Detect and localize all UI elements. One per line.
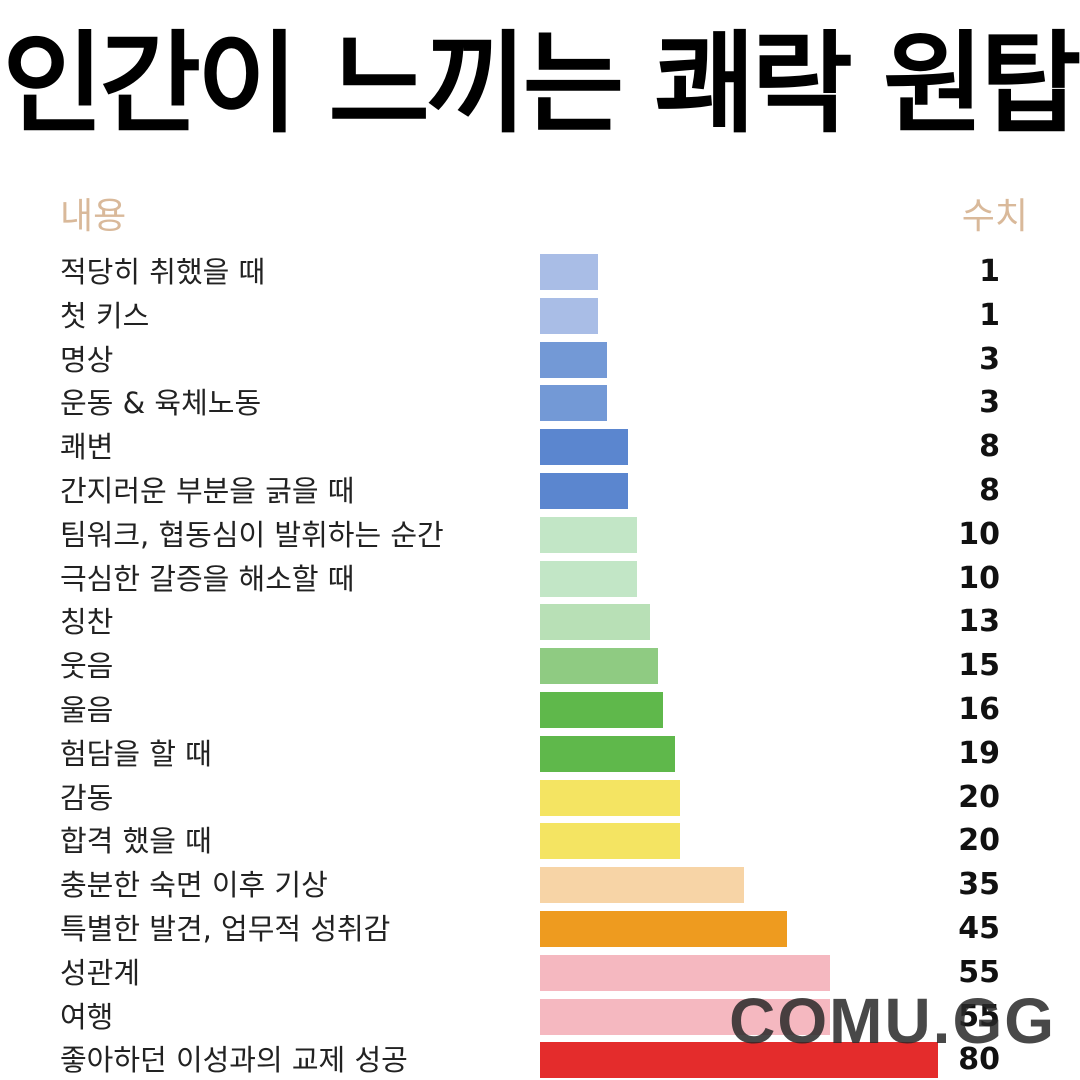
bar-value-label: 1 [979, 254, 1000, 289]
bar-label: 성관계 [60, 955, 141, 990]
bar-value-label: 3 [979, 341, 1000, 377]
bar-value-label: 55 [958, 998, 1000, 1034]
bar [540, 1042, 938, 1079]
bar [540, 648, 659, 685]
bar [540, 429, 629, 466]
bar [540, 867, 745, 904]
bar [540, 823, 680, 860]
bar [540, 254, 598, 290]
bar-label: 여행 [60, 999, 114, 1034]
bar [540, 735, 676, 772]
bar-label: 명상 [60, 342, 114, 377]
bar-label: 감동 [60, 780, 114, 815]
bar-value-label: 3 [979, 385, 1000, 421]
bar-label: 적당히 취했을 때 [60, 255, 266, 289]
watermark-logo: COMU.GG [729, 985, 1056, 1057]
bar [540, 516, 637, 553]
bar [540, 779, 680, 816]
bar [540, 473, 629, 509]
bar [540, 911, 788, 947]
bar-label: 팀워크, 협동심이 발휘하는 순간 [60, 517, 444, 552]
bar-value-label: 8 [979, 473, 1000, 508]
bar-label: 쾌변 [60, 430, 114, 465]
bar-label: 칭찬 [60, 605, 114, 640]
bar-value-label: 20 [958, 779, 1000, 815]
bar-label: 울음 [60, 693, 114, 727]
page-title: 인간이 느끼는 쾌락 원탑 [2, 20, 1080, 148]
bar [540, 560, 637, 597]
bar [540, 341, 607, 378]
bar-label: 충분한 숙면 이후 기상 [60, 868, 328, 903]
bar-label: 간지러운 부분을 긁을 때 [60, 474, 355, 508]
bar-value-label: 10 [958, 560, 1000, 596]
bar-value-label: 16 [958, 692, 1000, 727]
bar-label: 운동 & 육체노동 [60, 386, 262, 421]
bar-value-label: 1 [979, 297, 1000, 333]
bar [540, 954, 831, 991]
bar-value-label: 45 [958, 911, 1000, 946]
bar-label: 첫 키스 [60, 298, 150, 333]
bar [540, 385, 607, 422]
bar-label: 합격 했을 때 [60, 824, 212, 859]
bar [540, 692, 663, 728]
bar-value-label: 35 [958, 867, 1000, 903]
bar [540, 297, 598, 334]
bar-label: 특별한 발견, 업무적 성취감 [60, 912, 391, 946]
bar-label: 좋아하던 이성과의 교제 성공 [60, 1043, 408, 1078]
bar [540, 998, 831, 1035]
bar-label: 웃음 [60, 649, 114, 684]
bar [540, 604, 650, 641]
bar-value-label: 15 [958, 648, 1000, 684]
column-header-value: 수치 [961, 196, 1028, 237]
column-header-content: 내용 [60, 196, 127, 237]
bar-value-label: 10 [958, 516, 1000, 552]
bar-value-label: 13 [958, 604, 1000, 640]
bar-value-label: 55 [958, 954, 1000, 990]
bar-value-label: 8 [979, 429, 1000, 465]
bar-value-label: 19 [958, 735, 1000, 771]
bar-label: 험담을 할 때 [60, 736, 212, 771]
bar-label: 극심한 갈증을 해소할 때 [60, 561, 355, 596]
bar-value-label: 80 [958, 1042, 1000, 1078]
bar-value-label: 20 [958, 823, 1000, 859]
